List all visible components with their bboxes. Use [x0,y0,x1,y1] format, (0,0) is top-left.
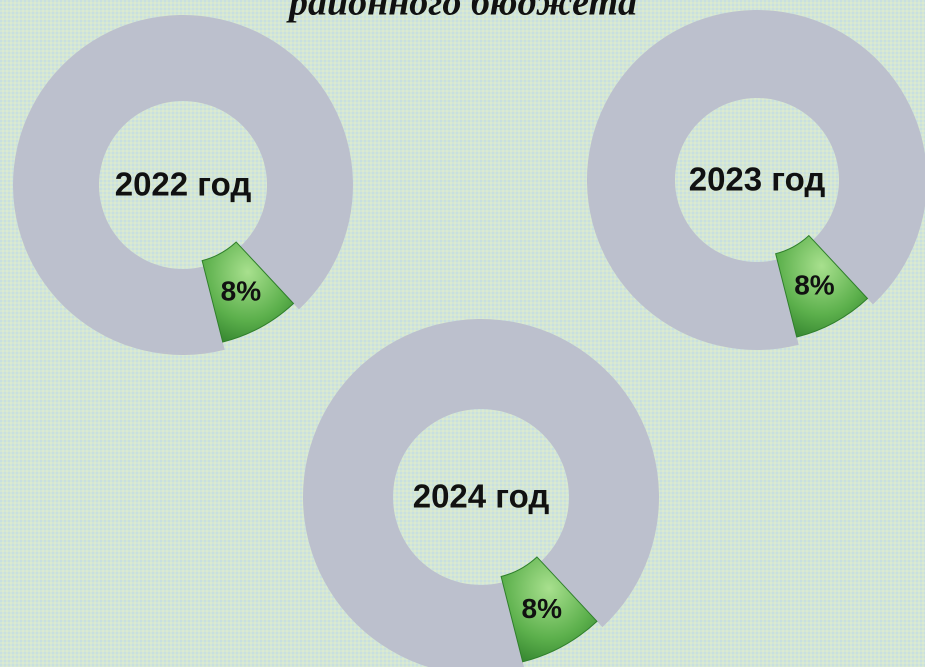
center-label: 2023 год [689,161,826,198]
title: районного бюджета [286,0,637,24]
donut-slice [13,14,354,355]
donut-slice [587,10,925,350]
donut-slice [500,556,598,663]
value-label: 8% [794,270,835,301]
donut-slice [201,241,295,343]
value-label: 8% [221,276,262,307]
center-label: 2024 год [413,478,550,515]
donut-slice [775,234,869,338]
value-label: 8% [522,593,563,624]
donut-slice [303,319,659,667]
center-label: 2022 год [115,166,252,203]
